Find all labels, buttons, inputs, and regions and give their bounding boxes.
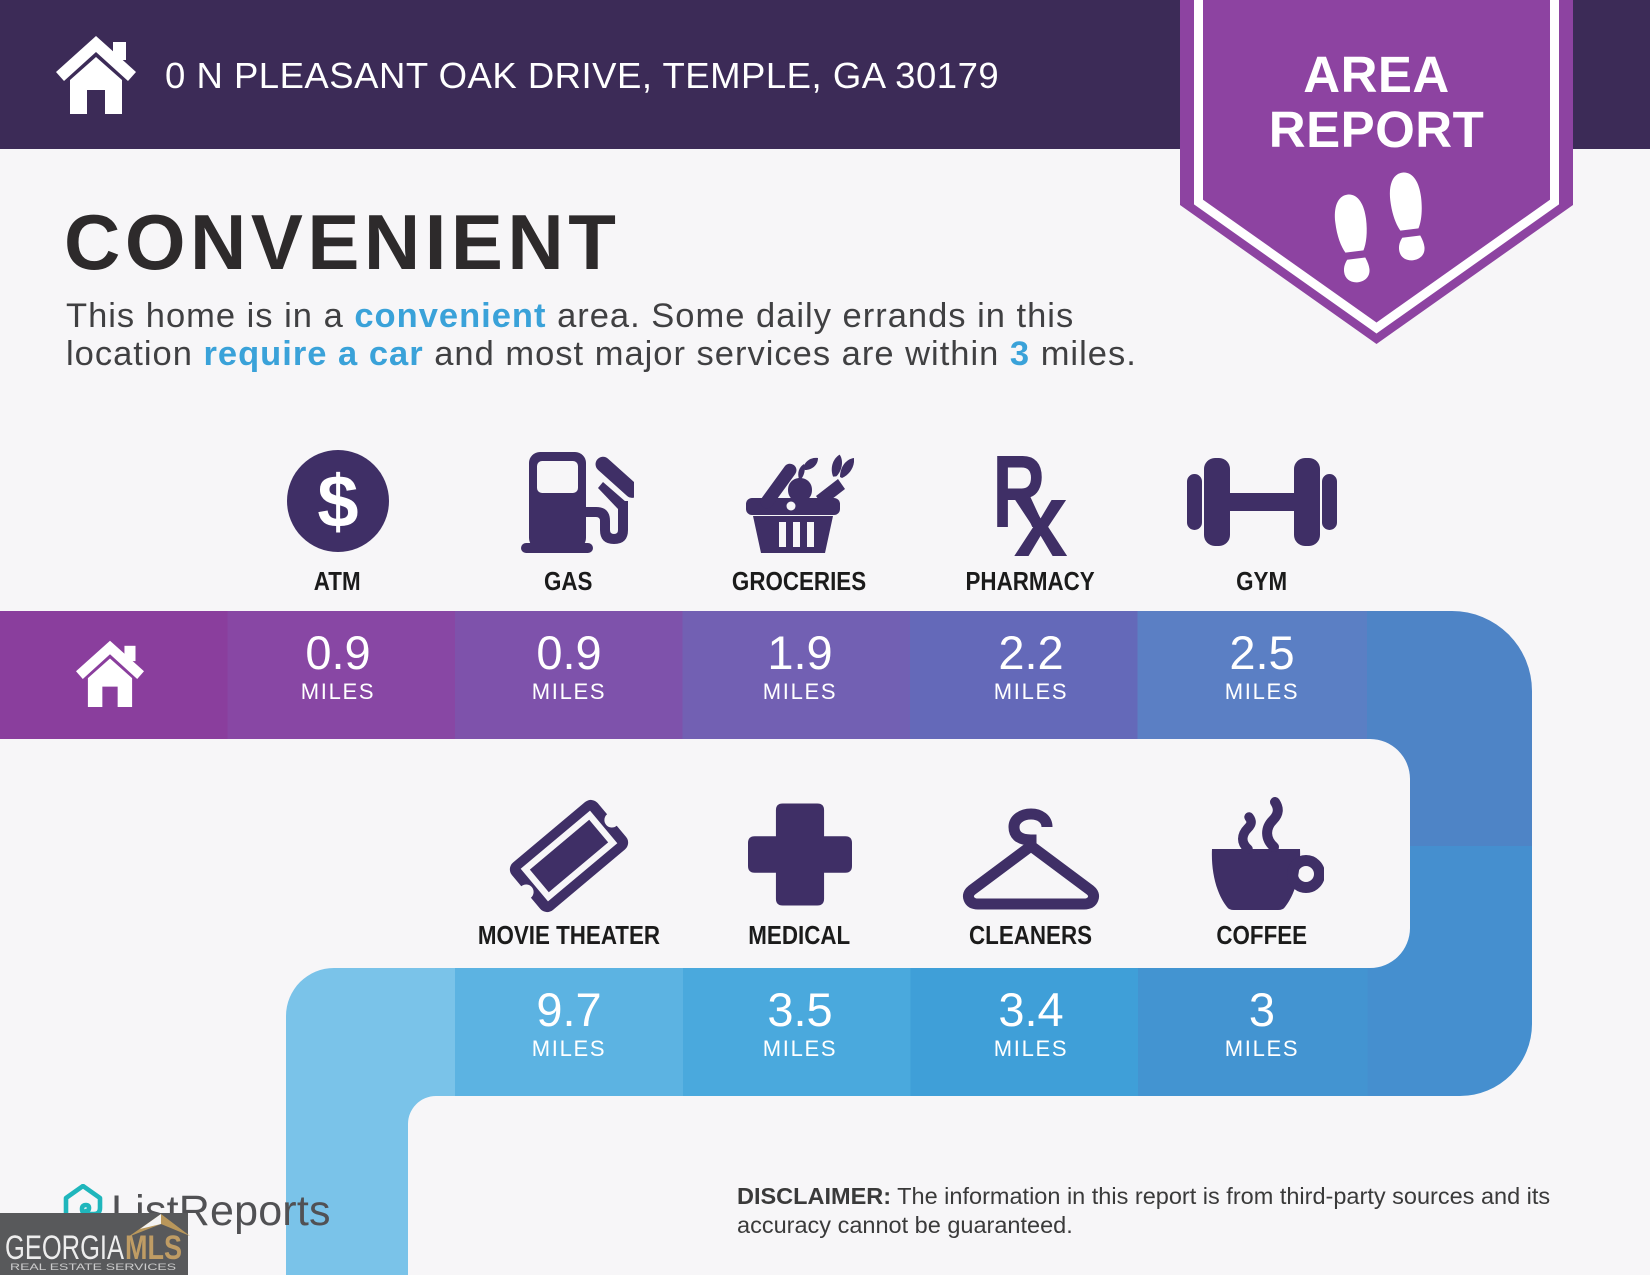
svg-text:GEORGIA: GEORGIA [5,1229,124,1267]
svg-text:MLS: MLS [125,1229,182,1267]
svg-text:REAL ESTATE SERVICES: REAL ESTATE SERVICES [10,1262,176,1272]
svg-text:R: R [992,450,1046,550]
svg-text:$: $ [317,460,358,543]
svg-text:x: x [1014,460,1068,558]
